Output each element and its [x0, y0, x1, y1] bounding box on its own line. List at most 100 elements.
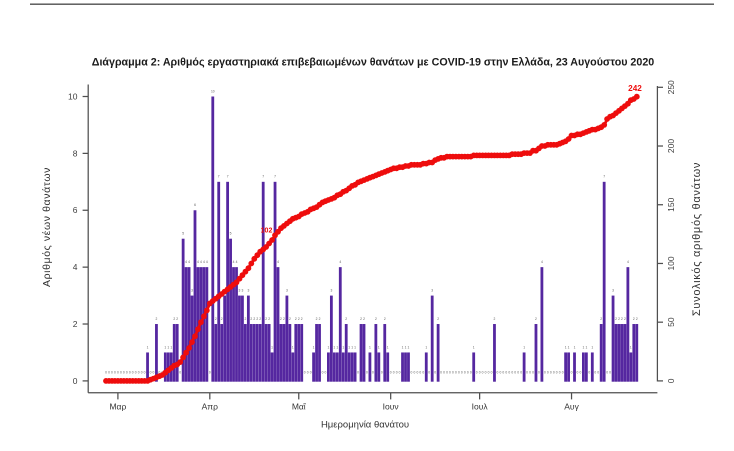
- svg-text:2: 2: [375, 317, 377, 321]
- svg-text:2: 2: [624, 317, 626, 321]
- svg-text:3: 3: [247, 288, 249, 292]
- svg-text:1: 1: [425, 345, 427, 349]
- svg-text:1: 1: [167, 345, 169, 349]
- svg-text:0: 0: [422, 370, 424, 374]
- svg-text:3: 3: [242, 288, 244, 292]
- svg-text:0: 0: [381, 370, 383, 374]
- svg-text:0: 0: [588, 370, 590, 374]
- svg-text:0: 0: [399, 370, 401, 374]
- svg-text:0: 0: [120, 370, 122, 374]
- svg-text:Ιουλ: Ιουλ: [472, 402, 489, 412]
- svg-text:0: 0: [597, 370, 599, 374]
- svg-text:0: 0: [470, 370, 472, 374]
- svg-text:0: 0: [114, 370, 116, 374]
- svg-text:2: 2: [621, 317, 623, 321]
- svg-text:242: 242: [628, 84, 642, 93]
- svg-text:0: 0: [580, 370, 582, 374]
- svg-text:0: 0: [488, 370, 490, 374]
- svg-text:0: 0: [526, 370, 528, 374]
- svg-text:0: 0: [150, 370, 152, 374]
- svg-text:4: 4: [236, 260, 238, 264]
- svg-text:2: 2: [268, 317, 270, 321]
- svg-text:7: 7: [227, 175, 229, 179]
- svg-text:1: 1: [327, 345, 329, 349]
- svg-text:Μαρ: Μαρ: [109, 402, 126, 412]
- svg-text:0: 0: [366, 370, 368, 374]
- svg-text:1: 1: [271, 345, 273, 349]
- svg-text:4: 4: [627, 260, 629, 264]
- svg-text:0: 0: [496, 370, 498, 374]
- svg-text:0: 0: [547, 370, 549, 374]
- svg-text:0: 0: [571, 370, 573, 374]
- svg-text:5: 5: [182, 232, 184, 236]
- svg-text:Αυγ: Αυγ: [564, 402, 579, 412]
- svg-text:2: 2: [384, 317, 386, 321]
- svg-text:7: 7: [218, 175, 220, 179]
- svg-text:0: 0: [606, 370, 608, 374]
- svg-text:0: 0: [508, 370, 510, 374]
- svg-text:1: 1: [473, 345, 475, 349]
- svg-text:5: 5: [230, 232, 232, 236]
- svg-text:0: 0: [105, 370, 107, 374]
- svg-text:Αριθμός νέων θανάτων: Αριθμός νέων θανάτων: [41, 167, 53, 287]
- svg-text:0: 0: [461, 370, 463, 374]
- svg-text:1: 1: [378, 345, 380, 349]
- svg-text:10: 10: [68, 91, 78, 101]
- svg-text:Ημερομηνία θανάτου: Ημερομηνία θανάτου: [321, 420, 409, 431]
- svg-text:0: 0: [141, 370, 143, 374]
- svg-text:0: 0: [538, 370, 540, 374]
- svg-text:1: 1: [292, 345, 294, 349]
- svg-text:1: 1: [354, 345, 356, 349]
- svg-text:8: 8: [73, 148, 78, 158]
- svg-text:0: 0: [117, 370, 119, 374]
- svg-text:2: 2: [615, 317, 617, 321]
- svg-text:0: 0: [553, 370, 555, 374]
- svg-text:0: 0: [307, 370, 309, 374]
- svg-text:1: 1: [630, 345, 632, 349]
- svg-text:0: 0: [73, 376, 78, 386]
- svg-text:1: 1: [170, 345, 172, 349]
- svg-text:2: 2: [535, 317, 537, 321]
- svg-text:0: 0: [132, 370, 134, 374]
- svg-text:0: 0: [123, 370, 125, 374]
- svg-text:7: 7: [603, 175, 605, 179]
- svg-text:2: 2: [73, 319, 78, 329]
- svg-text:0: 0: [562, 370, 564, 374]
- svg-text:0: 0: [108, 370, 110, 374]
- svg-text:4: 4: [200, 260, 202, 264]
- svg-text:0: 0: [532, 370, 534, 374]
- svg-text:0: 0: [511, 370, 513, 374]
- svg-text:0: 0: [158, 370, 160, 374]
- svg-text:Απρ: Απρ: [202, 402, 219, 412]
- svg-text:2: 2: [360, 317, 362, 321]
- svg-text:2: 2: [265, 317, 267, 321]
- svg-text:1: 1: [585, 345, 587, 349]
- svg-text:0: 0: [529, 370, 531, 374]
- svg-text:3: 3: [239, 288, 241, 292]
- svg-text:4: 4: [339, 260, 341, 264]
- svg-text:3: 3: [330, 288, 332, 292]
- svg-text:0: 0: [144, 370, 146, 374]
- svg-text:0: 0: [482, 370, 484, 374]
- svg-text:2: 2: [253, 317, 255, 321]
- svg-text:150: 150: [666, 197, 676, 211]
- svg-text:1: 1: [568, 345, 570, 349]
- svg-text:1: 1: [387, 345, 389, 349]
- svg-text:2: 2: [283, 317, 285, 321]
- svg-text:0: 0: [390, 370, 392, 374]
- svg-text:4: 4: [206, 260, 208, 264]
- svg-text:2: 2: [289, 317, 291, 321]
- svg-text:2: 2: [256, 317, 258, 321]
- svg-text:0: 0: [325, 370, 327, 374]
- svg-text:0: 0: [479, 370, 481, 374]
- svg-text:3: 3: [431, 288, 433, 292]
- svg-text:0: 0: [416, 370, 418, 374]
- svg-text:0: 0: [556, 370, 558, 374]
- svg-text:0: 0: [514, 370, 516, 374]
- svg-text:3: 3: [191, 288, 193, 292]
- svg-text:0: 0: [310, 370, 312, 374]
- svg-text:0: 0: [179, 370, 181, 374]
- svg-text:0: 0: [440, 370, 442, 374]
- svg-text:6: 6: [73, 205, 78, 215]
- svg-text:0: 0: [502, 370, 504, 374]
